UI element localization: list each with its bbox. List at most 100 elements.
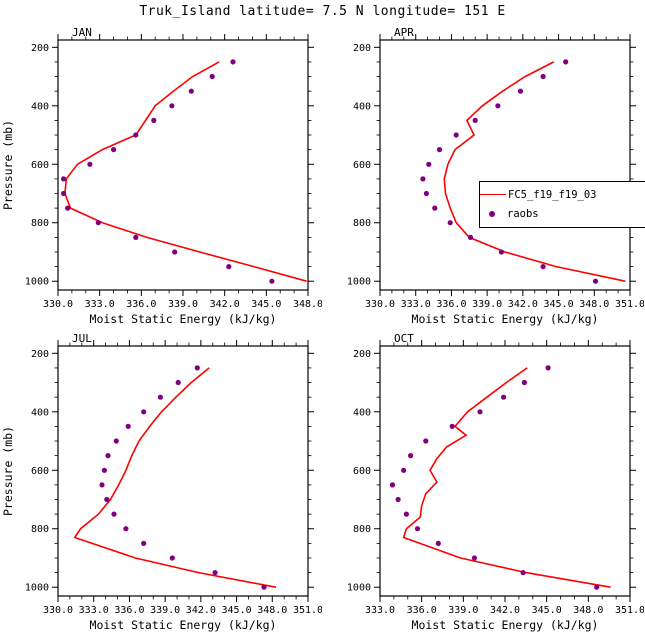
raobs-point [111, 147, 117, 153]
legend-raobs-label: raobs [507, 208, 539, 221]
x-tick-label: 342.0 [210, 299, 240, 310]
y-tick-label: 800 [353, 524, 371, 535]
model-line [443, 61, 626, 282]
raobs-point [209, 73, 215, 80]
raobs-point [389, 482, 396, 488]
x-tick-label: 330.0 [365, 299, 395, 310]
raobs-point [521, 379, 527, 386]
raobs-point [230, 59, 236, 65]
x-tick-label: 333.0 [79, 605, 109, 616]
raobs-point [545, 365, 551, 371]
y-tick-label: 1000 [25, 583, 49, 594]
panel-month-label: OCT [394, 332, 414, 345]
panel-month-label: APR [394, 26, 414, 39]
raobs-point [563, 59, 569, 65]
raobs-point [111, 511, 117, 517]
plot-frame [57, 39, 309, 291]
x-tick-label: 342.0 [508, 299, 538, 310]
x-tick-label: 342.0 [186, 605, 216, 616]
raobs-point [592, 278, 599, 284]
raobs-point [436, 147, 443, 153]
raobs-point [495, 103, 501, 109]
raobs-point [61, 176, 67, 182]
panel-apr: 330.0 333.0 336.0 339.0 342.0 345.0 348.0 351.0… [322, 22, 645, 328]
raobs-point [175, 379, 181, 386]
raobs-point [151, 117, 157, 123]
x-tick-label: 333.0 [365, 605, 395, 616]
raobs-point [226, 264, 232, 270]
x-tick-label: 336.0 [436, 299, 466, 310]
y-tick-label: 400 [31, 407, 49, 418]
x-tick-label: 345.0 [251, 299, 281, 310]
raobs-point [141, 540, 147, 546]
x-tick-label: 336.0 [407, 605, 437, 616]
raobs-point [408, 453, 414, 459]
y-tick-label: 600 [353, 160, 371, 171]
model-line [402, 367, 611, 588]
x-tick-label: 336.0 [126, 299, 156, 310]
raobs-point [540, 264, 546, 270]
raobs-point [261, 584, 267, 590]
raobs-dot-swatch [489, 211, 495, 218]
raobs-point [188, 88, 194, 94]
raobs-point [520, 570, 526, 576]
x-tick-label: 345.0 [532, 605, 562, 616]
model-line-swatch [480, 194, 506, 196]
y-tick-label: 800 [31, 218, 49, 229]
x-axis-title: Moist Static Energy (kJ/kg) [90, 618, 277, 632]
y-tick-label: 600 [31, 160, 49, 171]
y-tick-label: 400 [31, 101, 49, 112]
raobs-point [403, 511, 409, 517]
legend: FC5_f19_f19_03 raobs [479, 181, 645, 228]
panel-jan: 330.0 333.0 336.0 339.0 342.0 345.0 348.0 200 40… [0, 22, 323, 328]
raobs-point [269, 278, 275, 284]
y-tick-label: 1000 [25, 277, 49, 288]
legend-raobs-row: raobs [480, 208, 645, 220]
y-tick-label: 800 [353, 218, 371, 229]
model-line [64, 61, 307, 282]
raobs-point [420, 176, 426, 182]
legend-model-label: FC5_f19_f19_03 [508, 188, 597, 201]
x-tick-label: 330.0 [43, 299, 73, 310]
y-tick-label: 200 [353, 43, 371, 54]
raobs-point [172, 249, 178, 255]
raobs-point [141, 409, 147, 415]
raobs-point [472, 117, 478, 123]
raobs-point [594, 584, 600, 590]
y-tick-label: 200 [353, 349, 371, 360]
x-tick-label: 330.0 [43, 605, 73, 616]
y-tick-label: 1000 [347, 277, 371, 288]
raobs-point [101, 467, 107, 473]
raobs-point [125, 423, 131, 429]
raobs-point [133, 132, 139, 138]
x-tick-label: 336.0 [114, 605, 144, 616]
x-axis-title: Moist Static Energy (kJ/kg) [412, 618, 599, 632]
raobs-point [194, 365, 200, 371]
y-tick-label: 200 [31, 349, 49, 360]
y-axis-title: Pressure (mb) [1, 120, 15, 210]
x-tick-label: 351.0 [615, 299, 644, 310]
raobs-point [395, 496, 401, 503]
raobs-point [169, 103, 175, 109]
raobs-point [65, 205, 71, 211]
y-tick-label: 200 [31, 43, 49, 54]
y-tick-label: 400 [353, 101, 371, 112]
panel-jul-plot: 330.0 333.0 336.0 339.0 342.0 345.0 348.0 351.0… [1, 332, 323, 632]
raobs-point [471, 555, 477, 561]
raobs-point [467, 234, 474, 240]
raobs-point [432, 205, 438, 211]
raobs-point [435, 540, 441, 546]
raobs-point [423, 190, 429, 197]
panel-oct-plot: 333.0 336.0 339.0 342.0 345.0 348.0 351.0 200 40… [347, 332, 645, 632]
x-tick-label: 342.0 [490, 605, 520, 616]
panel-month-label: JUL [72, 332, 92, 345]
y-tick-label: 400 [353, 407, 371, 418]
raobs-point [105, 453, 111, 459]
x-tick-label: 348.0 [573, 605, 603, 616]
y-axis-title: Pressure (mb) [1, 426, 15, 516]
raobs-point [212, 570, 218, 576]
x-tick-label: 348.0 [579, 299, 609, 310]
raobs-point [113, 438, 119, 444]
x-axis-title: Moist Static Energy (kJ/kg) [90, 312, 277, 326]
